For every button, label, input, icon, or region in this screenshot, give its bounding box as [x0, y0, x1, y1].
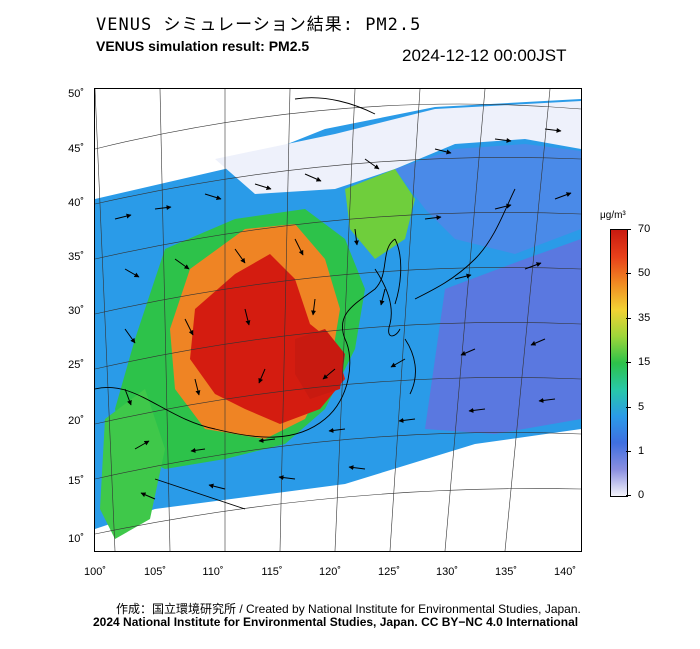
colorbar-tick: [626, 318, 631, 319]
lat-tick-20: 20˚: [68, 415, 84, 427]
lon-tick-110: 110˚: [202, 566, 224, 578]
pm25-map: [94, 88, 582, 552]
hotspot-east: [295, 329, 345, 399]
colorbar-label-1: 1: [638, 445, 645, 457]
coastlines: [95, 97, 516, 510]
lat-tick-25: 25˚: [68, 359, 84, 371]
colorbar-label-50: 50: [638, 267, 651, 279]
lon-tick-115: 115˚: [261, 566, 283, 578]
lon-tick-140: 140˚: [553, 566, 577, 578]
colorbar-tick: [626, 407, 631, 408]
colorbar-tick: [626, 362, 631, 363]
lon-tick-105: 105˚: [143, 566, 167, 578]
wind-vectors: [114, 127, 572, 500]
credit-line: 作成：国立環境研究所 / Created by National Institu…: [116, 602, 581, 616]
colorbar-label-35: 35: [638, 312, 651, 324]
moderate-korea: [345, 169, 415, 259]
colorbar-label-15: 15: [638, 356, 651, 368]
colorbar-label-0: 0: [638, 489, 645, 501]
colorbar-tick: [626, 451, 631, 452]
colorbar-unit: μg/m³: [600, 210, 626, 221]
colorbar-tick: [626, 273, 631, 274]
graticule: [95, 89, 581, 551]
title-japanese: VENUS シミュレーション結果: PM2.5: [96, 15, 422, 35]
title-english: VENUS simulation result: PM2.5: [96, 38, 310, 54]
very-low-northeast: [395, 144, 581, 254]
lat-tick-10: 10˚: [68, 533, 84, 545]
colorbar-label-5: 5: [638, 401, 645, 413]
lat-tick-15: 15˚: [68, 475, 84, 487]
moderate-south: [100, 389, 165, 539]
forecast-timestamp: 2024-12-12 00:00JST: [402, 46, 567, 65]
very-low-pacific: [425, 239, 581, 434]
lon-tick-135: 135˚: [494, 566, 518, 578]
colorbar-label-70: 70: [638, 223, 651, 235]
lon-tick-100: 100˚: [83, 566, 107, 578]
license-line: 2024 National Institute for Environmenta…: [93, 615, 579, 629]
lat-tick-45: 45˚: [68, 143, 84, 155]
lon-tick-125: 125˚: [377, 566, 401, 578]
colorbar: [610, 229, 628, 497]
lat-tick-30: 30˚: [68, 305, 84, 317]
colorbar-tick: [626, 495, 631, 496]
lat-tick-35: 35˚: [68, 251, 84, 263]
lon-tick-120: 120˚: [318, 566, 342, 578]
colorbar-tick: [626, 229, 631, 230]
lon-tick-130: 130˚: [435, 566, 459, 578]
clean-area-north: [215, 101, 581, 194]
lat-tick-50: 50˚: [68, 88, 84, 100]
lat-tick-40: 40˚: [68, 197, 84, 209]
